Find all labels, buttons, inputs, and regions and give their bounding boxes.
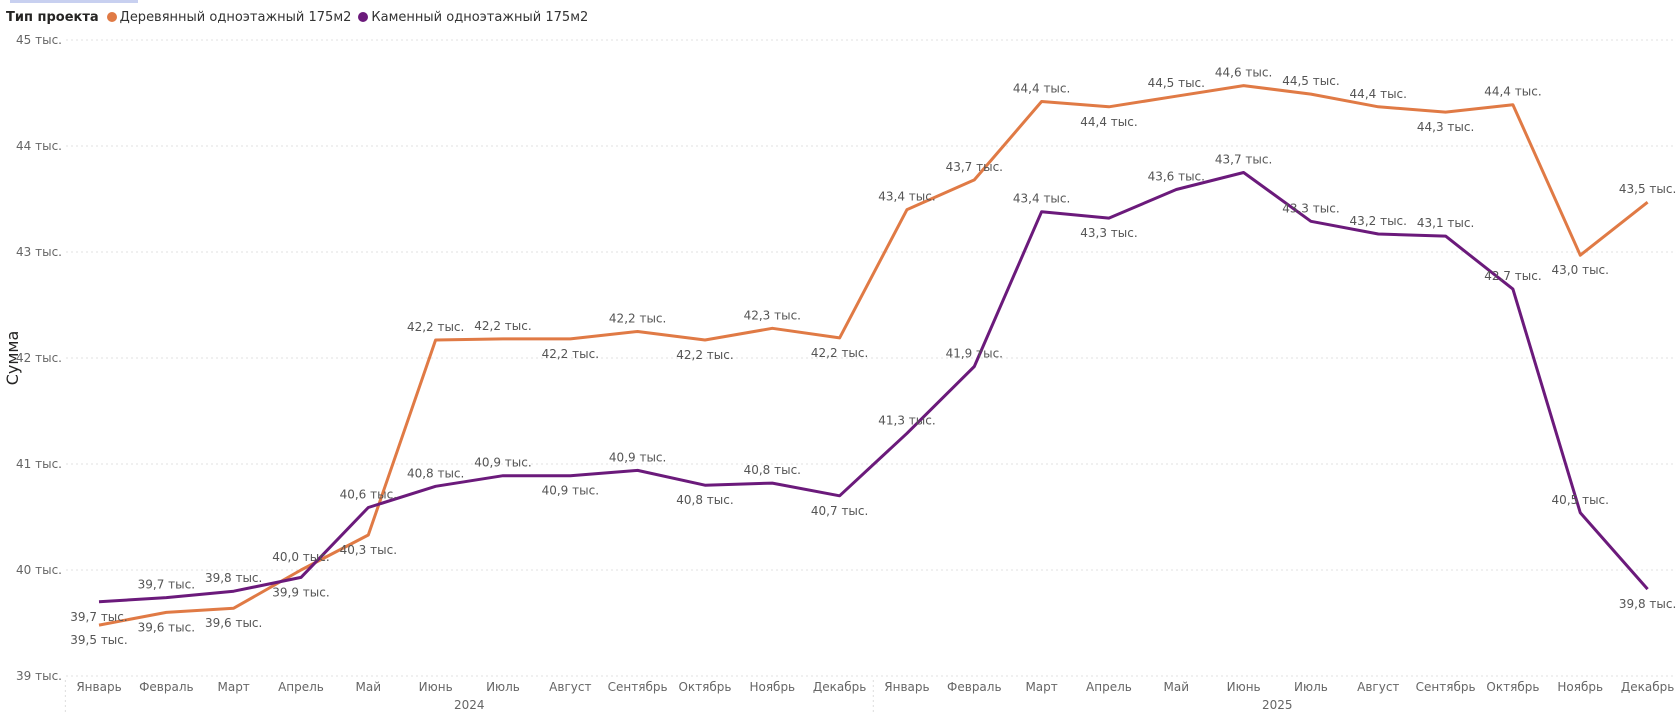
data-label-s1-5: 40,8 тыс.: [407, 466, 464, 480]
y-tick-label-2: 41 тыс.: [16, 457, 62, 471]
data-label-s1-16: 43,6 тыс.: [1148, 169, 1205, 183]
data-label-s0-12: 43,4 тыс.: [878, 190, 935, 204]
y-tick-label-3: 42 тыс.: [16, 351, 62, 365]
y-axis-label: Сумма: [3, 331, 22, 386]
data-label-s0-18: 44,5 тыс.: [1282, 74, 1339, 88]
x-tick-label-17: Июнь: [1227, 680, 1261, 694]
data-label-s1-20: 43,1 тыс.: [1417, 216, 1474, 230]
data-label-s1-13: 41,9 тыс.: [946, 346, 1003, 360]
data-label-s0-10: 42,3 тыс.: [744, 308, 801, 322]
data-label-s1-11: 40,7 тыс.: [811, 504, 868, 518]
data-label-s1-19: 43,2 тыс.: [1350, 214, 1407, 228]
x-tick-label-13: Февраль: [947, 680, 1002, 694]
legend-item-wooden[interactable]: Деревянный одноэтажный 175м2: [106, 9, 352, 25]
x-tick-label-12: Январь: [884, 680, 929, 694]
x-tick-label-19: Август: [1357, 680, 1399, 694]
legend: Тип проекта Деревянный одноэтажный 175м2…: [6, 8, 595, 26]
x-tick-label-7: Август: [549, 680, 591, 694]
data-label-s0-11: 42,2 тыс.: [811, 346, 868, 360]
data-label-s1-8: 40,9 тыс.: [609, 450, 666, 464]
data-label-s0-0: 39,5 тыс.: [70, 633, 127, 647]
legend-label-wooden: Деревянный одноэтажный 175м2: [119, 9, 352, 25]
data-label-s0-15: 44,4 тыс.: [1080, 115, 1137, 129]
data-label-s1-23: 39,8 тыс.: [1619, 597, 1676, 611]
data-label-s1-4: 40,6 тыс.: [340, 487, 397, 501]
data-label-s1-7: 40,9 тыс.: [542, 484, 599, 498]
x-group-label-1: 2025: [1262, 698, 1293, 712]
data-label-s0-5: 42,2 тыс.: [407, 320, 464, 334]
data-label-s1-6: 40,9 тыс.: [474, 456, 531, 470]
legend-dot-stone: [358, 12, 369, 22]
y-tick-label-6: 45 тыс.: [16, 33, 62, 47]
x-tick-label-10: Ноябрь: [749, 680, 795, 694]
data-label-s1-12: 41,3 тыс.: [878, 413, 935, 427]
x-tick-label-1: Февраль: [139, 680, 194, 694]
y-tick-label-1: 40 тыс.: [16, 563, 62, 577]
x-tick-label-4: Май: [356, 680, 382, 694]
x-axis: Январь Февраль Март Апрель Май Июнь Июль Август…: [64, 680, 1674, 715]
x-tick-label-21: Октябрь: [1486, 680, 1539, 694]
y-tick-label-4: 43 тыс.: [16, 245, 62, 259]
data-label-s1-0: 39,7 тыс.: [70, 610, 127, 624]
x-group-label-0: 2024: [454, 698, 485, 712]
legend-label-stone: Каменный одноэтажный 175м2: [371, 9, 589, 25]
data-label-s1-9: 40,8 тыс.: [676, 493, 733, 507]
x-tick-label-5: Июнь: [419, 680, 453, 694]
data-label-s0-2: 39,6 тыс.: [205, 616, 262, 630]
data-label-s0-13: 43,7 тыс.: [946, 160, 1003, 174]
legend-dot-wooden: [106, 12, 117, 22]
data-label-s0-20: 44,3 тыс.: [1417, 120, 1474, 134]
x-tick-label-8: Сентябрь: [608, 680, 668, 694]
data-label-s0-17: 44,6 тыс.: [1215, 66, 1272, 80]
x-tick-label-11: Декабрь: [813, 680, 866, 694]
data-label-s0-19: 44,4 тыс.: [1350, 87, 1407, 101]
series-line-0[interactable]: [98, 84, 1649, 627]
data-label-s1-21: 42,7 тыс.: [1484, 269, 1541, 283]
data-label-s1-17: 43,7 тыс.: [1215, 153, 1272, 167]
x-tick-label-0: Январь: [76, 680, 121, 694]
series-lines: [98, 84, 1649, 627]
x-tick-label-18: Июль: [1294, 680, 1328, 694]
data-label-s0-3: 40,0 тыс.: [272, 550, 329, 564]
data-label-s0-7: 42,2 тыс.: [542, 347, 599, 361]
x-tick-label-22: Ноябрь: [1557, 680, 1603, 694]
data-label-s0-8: 42,2 тыс.: [609, 312, 666, 326]
data-label-s1-1: 39,7 тыс.: [138, 578, 195, 592]
x-tick-label-15: Апрель: [1086, 680, 1132, 694]
data-label-s1-22: 40,5 тыс.: [1552, 493, 1609, 507]
x-tick-label-9: Октябрь: [678, 680, 731, 694]
top-selection-bar: [10, 0, 138, 3]
data-label-s1-18: 43,3 тыс.: [1282, 201, 1339, 215]
data-label-s0-9: 42,2 тыс.: [676, 348, 733, 362]
data-label-s0-16: 44,5 тыс.: [1148, 76, 1205, 90]
grid-lines: [66, 39, 1674, 677]
data-label-s0-6: 42,2 тыс.: [474, 319, 531, 333]
data-label-s0-23: 43,5 тыс.: [1619, 182, 1676, 196]
data-label-s0-14: 44,4 тыс.: [1013, 81, 1070, 95]
x-tick-label-2: Март: [217, 680, 249, 694]
data-label-s1-3: 39,9 тыс.: [272, 585, 329, 599]
data-label-s0-1: 39,6 тыс.: [138, 620, 195, 634]
data-label-s1-14: 43,4 тыс.: [1013, 192, 1070, 206]
data-label-s0-4: 40,3 тыс.: [340, 543, 397, 557]
data-labels: 39,5 тыс. 39,6 тыс. 39,6 тыс. 40,0 тыс. 40,3…: [70, 66, 1676, 648]
x-tick-label-20: Сентябрь: [1416, 680, 1476, 694]
y-tick-label-5: 44 тыс.: [16, 139, 62, 153]
x-tick-label-23: Декабрь: [1621, 680, 1674, 694]
data-label-s1-15: 43,3 тыс.: [1080, 226, 1137, 240]
legend-title: Тип проекта: [6, 9, 99, 25]
y-tick-label-0: 39 тыс.: [16, 669, 62, 683]
x-tick-label-14: Март: [1025, 680, 1057, 694]
data-label-s1-10: 40,8 тыс.: [744, 463, 801, 477]
x-tick-label-16: Май: [1164, 680, 1190, 694]
data-label-s0-22: 43,0 тыс.: [1552, 263, 1609, 277]
legend-item-stone[interactable]: Каменный одноэтажный 175м2: [358, 10, 588, 25]
x-tick-label-6: Июль: [486, 680, 520, 694]
x-tick-label-3: Апрель: [278, 680, 324, 694]
data-label-s0-21: 44,4 тыс.: [1484, 85, 1541, 99]
series-line-1[interactable]: [98, 171, 1649, 604]
data-label-s1-2: 39,8 тыс.: [205, 571, 262, 585]
y-axis: 39 тыс. 40 тыс. 41 тыс. 42 тыс. 43 тыс. 44 ты…: [16, 33, 62, 683]
